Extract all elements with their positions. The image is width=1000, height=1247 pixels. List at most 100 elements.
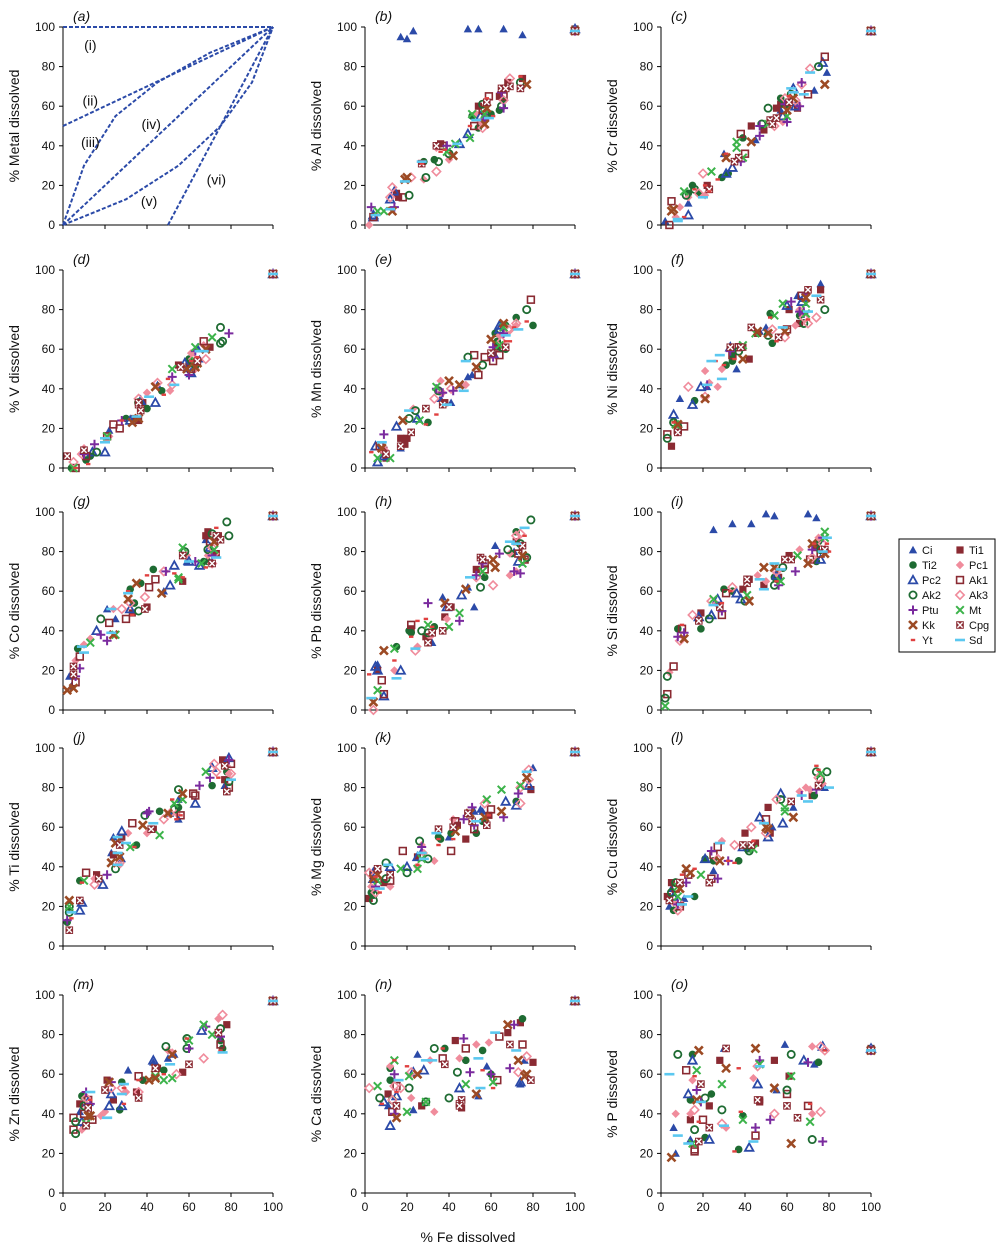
point-ak1 <box>121 614 131 624</box>
point-yt <box>172 572 177 575</box>
point-ak1 <box>191 791 200 800</box>
point-ci <box>709 866 718 875</box>
point-sd <box>698 195 708 199</box>
point-ak2 <box>421 1097 431 1107</box>
legend-marker-ak2 <box>908 590 918 600</box>
point-cpg <box>787 555 795 564</box>
point-ci <box>413 1050 422 1058</box>
point-ti1 <box>504 1029 512 1037</box>
point-yt <box>184 1037 190 1040</box>
y-tick-label: 20 <box>344 663 358 677</box>
point-kk <box>448 150 459 161</box>
point-sd <box>473 1057 484 1060</box>
point-yt <box>216 776 221 779</box>
point-kk <box>786 1138 797 1149</box>
point-ptu <box>782 117 792 127</box>
point-kk <box>721 1063 732 1074</box>
panel-c: 0 20 40 60 80 100 (c) % Cr dissolved <box>604 8 877 232</box>
point-mt <box>517 558 528 568</box>
point-sd <box>504 540 515 543</box>
point-kk <box>498 318 509 329</box>
y-tick-label: 0 <box>48 461 55 475</box>
point-kk <box>144 1075 155 1086</box>
point-yt <box>442 148 447 151</box>
point-pc1 <box>805 785 815 794</box>
point-cpg <box>134 398 143 407</box>
point-ak1 <box>102 432 112 441</box>
y-axis-label: % Metal dissolved <box>6 70 22 183</box>
y-tick-label: 80 <box>640 545 654 559</box>
point-cpg <box>516 84 525 93</box>
point-mt <box>201 767 211 777</box>
point-yt <box>751 839 756 843</box>
legend-marker-ak3 <box>954 589 966 601</box>
point-pc1 <box>795 545 804 554</box>
point-sd <box>404 409 415 412</box>
point-ti1 <box>403 434 411 442</box>
y-axis-label: % Cr dissolved <box>604 79 620 172</box>
point-yt <box>732 1150 737 1153</box>
y-tick-label: 0 <box>48 703 55 717</box>
point-pc1 <box>484 1038 494 1047</box>
point-ak3 <box>521 1051 533 1062</box>
point-ak2 <box>224 777 234 787</box>
point-ak1 <box>105 618 114 628</box>
point-pc1 <box>461 380 470 390</box>
point-cpg <box>373 864 382 873</box>
point-yt <box>79 881 85 884</box>
point-ti2 <box>690 892 699 901</box>
point-cpg <box>136 406 145 415</box>
point-ptu <box>459 1034 469 1044</box>
y-tick-label: 40 <box>42 139 56 153</box>
point-ci <box>675 394 685 403</box>
point-ti1 <box>462 835 470 843</box>
curve-4 <box>62 26 274 226</box>
point-ti1 <box>716 1056 724 1064</box>
point-ak1 <box>663 430 672 439</box>
point-ak3 <box>210 766 222 778</box>
y-axis-label: % Al dissolved <box>308 81 324 171</box>
point-ti2 <box>149 565 158 574</box>
panel-letter: (b) <box>375 8 392 24</box>
point-sd <box>719 1124 729 1127</box>
x-tick-label: 40 <box>442 1200 456 1214</box>
point-ak3 <box>689 1104 700 1116</box>
point-yt <box>161 1073 166 1076</box>
point-ak3 <box>198 1053 210 1064</box>
point-sd <box>748 1140 759 1143</box>
point-mt <box>431 382 441 392</box>
point-ak2 <box>717 1105 727 1115</box>
point-ti1 <box>382 454 390 462</box>
point-ci <box>474 24 483 33</box>
y-tick-label: 0 <box>350 218 357 232</box>
legend: Ci Ti1 Ti2 Pc1 Pc2 Ak1 Ak2 Ak3 Ptu Mt Kk Cpg Yt Sd <box>898 538 996 653</box>
panel-l: 0 20 40 60 80 100 (l) % Cu dissolved <box>604 729 877 953</box>
point-cpg <box>134 1094 143 1102</box>
point-yt <box>768 316 773 319</box>
point-yt <box>394 1090 399 1094</box>
point-mt <box>708 594 719 604</box>
y-tick-label: 100 <box>337 20 357 34</box>
point-mt <box>125 842 135 852</box>
point-ptu <box>679 628 689 638</box>
point-yt <box>726 859 731 863</box>
panel-i: 0 20 40 60 80 100 (i) % Si dissolved <box>604 493 877 717</box>
point-cpg <box>737 343 745 352</box>
point-mt <box>199 1020 209 1030</box>
point-cpg <box>674 428 682 437</box>
point-kk <box>769 1083 780 1093</box>
point-mt <box>178 543 188 553</box>
y-tick-label: 100 <box>633 263 653 277</box>
point-cpg <box>814 781 823 790</box>
point-kk <box>150 381 161 392</box>
point-ak3 <box>384 191 396 203</box>
point-yt <box>392 659 397 662</box>
point-sd <box>374 887 385 890</box>
point-pc2 <box>667 408 680 419</box>
legend-label-ti1: Ti1 <box>969 545 984 557</box>
point-yt <box>486 814 492 817</box>
point-ak3 <box>811 312 822 323</box>
point-mt <box>155 830 165 840</box>
point-mt <box>496 785 507 795</box>
